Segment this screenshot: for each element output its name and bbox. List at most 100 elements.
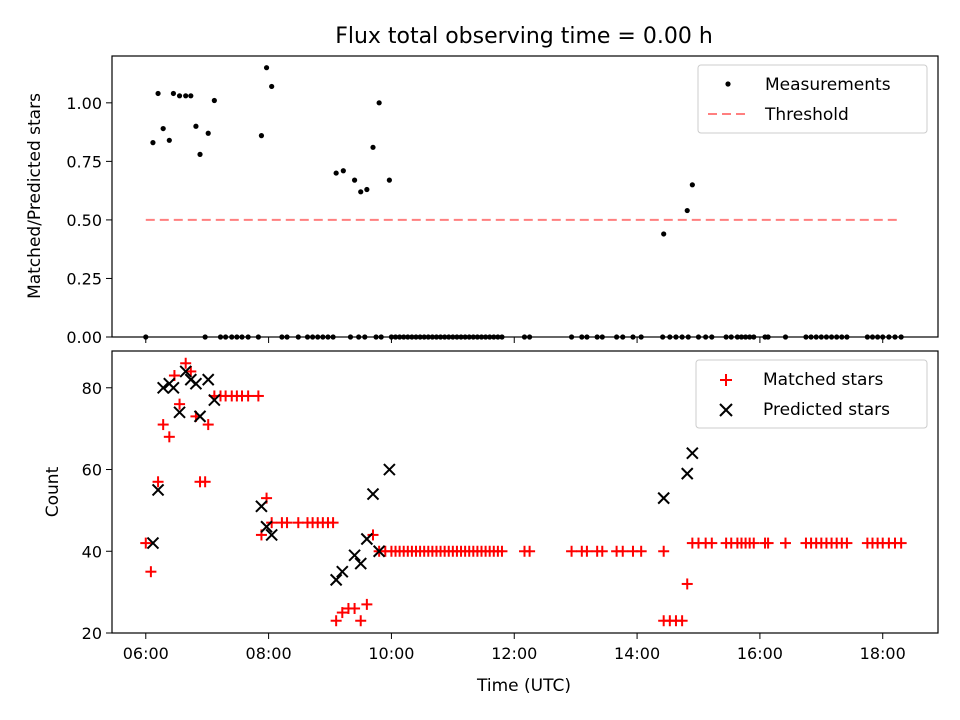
predicted-x-b [189, 377, 203, 390]
measurement-point [202, 334, 208, 340]
measurement-point [166, 137, 172, 143]
top-legend: Measurements Threshold [697, 64, 928, 134]
bottom-x-ticks: 06:00 08:00 10:00 12:00 14:00 16:00 18:00 [123, 633, 906, 663]
measurement-point [614, 334, 620, 340]
predicted-x-b [383, 463, 396, 476]
x-tick-label: 10:00 [368, 644, 414, 663]
measurement-point [638, 334, 644, 340]
measurement-point [258, 133, 265, 139]
matched-star-point [596, 545, 608, 557]
predicted-star-point [686, 446, 699, 460]
x-tick-label: 06:00 [123, 644, 169, 663]
predicted-x-b [146, 536, 160, 550]
bottom-panel: 20 40 60 80 06:00 08:00 10:00 12:00 14:00 16:00 1… [43, 350, 939, 696]
matched-star-point [779, 537, 791, 549]
matched-star-point [361, 598, 373, 610]
top-y-tick-label: 0.00 [66, 328, 102, 347]
measurement-point [527, 334, 533, 340]
matched-star-point [355, 615, 367, 627]
predicted-x-b [657, 491, 670, 505]
bottom-y-tick-label: 80 [82, 379, 102, 398]
predicted-star-point [260, 520, 273, 533]
legend-matched-label: Matched stars [763, 370, 883, 390]
predicted-x-b [255, 500, 268, 513]
matched-star-point [524, 545, 536, 557]
measurement-point [364, 186, 370, 193]
measurement-point [594, 334, 600, 340]
measurement-point [844, 334, 850, 340]
predicted-x-b [173, 406, 186, 419]
predicted-x-b [348, 549, 361, 562]
predicted-star-point [360, 532, 374, 546]
x-tick-label: 18:00 [860, 644, 906, 663]
measurement-point [437, 334, 444, 340]
measurement-point [818, 334, 824, 340]
measurement-point [188, 93, 194, 99]
measurement-point [462, 334, 468, 340]
measurement-point [356, 334, 362, 340]
measurement-point [170, 90, 177, 97]
measurement-point [466, 334, 472, 340]
predicted-star-point [146, 536, 160, 550]
x-tick-label: 12:00 [491, 644, 537, 663]
legend-measurements-label: Measurements [765, 75, 891, 95]
top-y-tick-label: 0.50 [66, 211, 102, 230]
matched-star-point [635, 545, 647, 557]
matched-star-point [145, 566, 157, 578]
measurement-point [405, 334, 411, 340]
bottom-plot-frame [111, 350, 939, 634]
measurement-point [401, 334, 407, 340]
measurement-point [446, 334, 452, 340]
measurement-point [620, 334, 626, 340]
measurement-point [333, 170, 339, 176]
legend-threshold-label: Threshold [764, 105, 849, 125]
measurement-point [839, 334, 845, 340]
top-y-ticks: 0.00 0.25 0.50 0.75 1.00 [66, 94, 112, 347]
measurement-point [388, 334, 395, 340]
measurement-point [263, 65, 270, 71]
matched-star-point [566, 545, 578, 557]
measurement-point [747, 334, 753, 340]
measurement-point [869, 334, 876, 340]
predicted-x-b [360, 532, 374, 546]
bottom-legend: Matched stars Predicted stars [695, 359, 928, 429]
measurement-point [482, 334, 489, 340]
measurement-point [689, 182, 695, 188]
matched-star-point [658, 545, 670, 557]
predicted-star-point [189, 377, 203, 390]
matched-star-point [327, 517, 339, 529]
measurement-point [823, 334, 830, 340]
bottom-legend-box [695, 359, 928, 429]
measurement-point [362, 334, 368, 340]
measurement-point [751, 334, 757, 340]
measurement-point [143, 334, 149, 340]
matched-star-point [252, 390, 264, 402]
measurement-point [703, 334, 709, 340]
matched-star-point [202, 419, 214, 431]
predicted-star-point [372, 545, 386, 558]
measurement-point [413, 334, 419, 340]
matched-star-point [706, 537, 718, 549]
measurement-point [458, 334, 464, 340]
predicted-star-point [383, 463, 396, 476]
measurement-point [223, 334, 229, 340]
predicted-star-point [255, 500, 268, 513]
predicted-star-point [179, 365, 192, 378]
measurement-point [661, 231, 667, 237]
measurement-point [679, 334, 685, 340]
matched-star-point [140, 537, 152, 549]
measurement-point [579, 334, 585, 340]
chart-title: Flux total observing time = 0.00 h [335, 24, 713, 49]
top-panel: 0.00 0.25 0.50 0.75 1.00 Matched/Predicted s… [25, 55, 939, 347]
measurement-point [351, 177, 358, 183]
predicted-star-point [193, 410, 207, 423]
measurement-point [340, 168, 346, 174]
measurement-point [304, 334, 311, 340]
measurement-point [234, 334, 240, 340]
measurement-point [386, 177, 392, 183]
measurement-point [734, 334, 740, 340]
matched-star-point [841, 537, 853, 549]
measurement-point [378, 334, 384, 340]
measurement-point [217, 334, 224, 340]
measurement-point [392, 334, 399, 340]
